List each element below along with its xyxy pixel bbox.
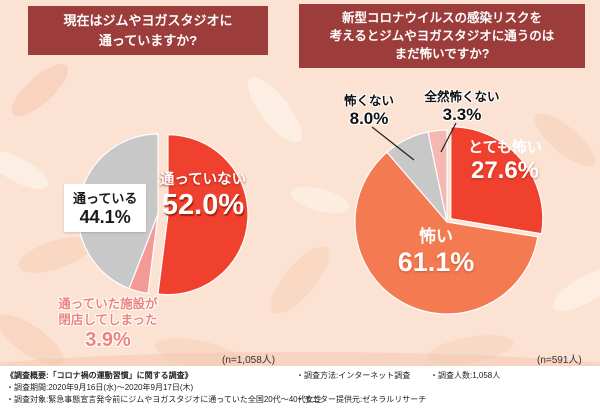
label-facility-closed-pct: 3.9%	[85, 328, 131, 351]
survey-info-footer: 《調査概要:「コロナ禍の運動習慣」に関する調査》 ・調査方法:インターネット調査…	[0, 366, 600, 416]
label-not-scared-at-all-text: 全然怖くない	[424, 90, 500, 104]
survey-overview: 《調査概要:「コロナ禍の運動習慣」に関する調査》	[6, 371, 193, 380]
label-facility-closed: 通っていた施設が閉店してしまった 3.9%	[18, 296, 198, 352]
label-scared: 怖い 61.1%	[396, 222, 476, 278]
label-very-scared-text: とても怖い	[468, 139, 542, 156]
question-right-line3: まだ怖いですか?	[394, 47, 490, 62]
pie-chart-right	[354, 126, 544, 315]
label-not-scared-at-all: 全然怖くない 3.3%	[416, 86, 508, 125]
label-not-scared: 怖くない 8.0%	[334, 90, 404, 129]
survey-period: ・調査期間:2020年9月16日(水)〜2020年9月17日(木)	[6, 383, 194, 392]
label-not-scared-text: 怖くない	[343, 94, 394, 108]
label-not-going-text: 通っていない	[159, 172, 247, 188]
label-scared-pct: 61.1%	[397, 247, 475, 277]
pie-slice-0-0	[157, 134, 249, 296]
pie-slice-1-0	[450, 126, 544, 235]
label-scared-text: 怖い	[419, 227, 453, 246]
question-right-line2: 考えるとジムやヨガスタジオに通うのは	[329, 29, 555, 44]
label-facility-closed-text: 通っていた施設が閉店してしまった	[58, 297, 158, 328]
label-going-text: 通っている	[73, 191, 138, 206]
label-going: 通っている 44.1%	[64, 184, 147, 232]
question-left-line1: 現在はジムやヨガスタジオに	[63, 13, 233, 28]
survey-count: ・調査人数:1,058人	[430, 371, 501, 380]
label-very-scared-pct: 27.6%	[470, 157, 540, 184]
sample-size-left: (n=1,058人)	[222, 355, 276, 366]
label-very-scared: とても怖い 27.6%	[462, 136, 548, 185]
pie-slice-1-1	[354, 151, 539, 315]
question-left-title: 現在はジムやヨガスタジオに 通っていますか?	[28, 6, 268, 55]
survey-target: ・調査対象:緊急事態宣言発令前にジムやヨガスタジオに通っていた全国20代〜40代…	[6, 395, 322, 404]
survey-monitor: ・モニター提供元:ゼネラルリサーチ	[296, 395, 427, 404]
label-not-scared-pct: 8.0%	[349, 109, 389, 128]
question-left-line2: 通っていますか?	[98, 32, 198, 48]
label-not-scared-at-all-pct: 3.3%	[442, 105, 482, 124]
label-going-pct: 44.1%	[79, 207, 131, 227]
question-right-title: 新型コロナウイルスの感染リスクを 考えるとジムやヨガスタジオに通うのは まだ怖い…	[299, 4, 585, 69]
sample-size-right: (n=591人)	[537, 355, 582, 366]
question-right-line1: 新型コロナウイルスの感染リスクを	[341, 11, 542, 25]
survey-method: ・調査方法:インターネット調査	[296, 371, 411, 380]
label-not-going-pct: 52.0%	[161, 189, 245, 221]
label-not-going: 通っていない 52.0%	[148, 168, 258, 222]
